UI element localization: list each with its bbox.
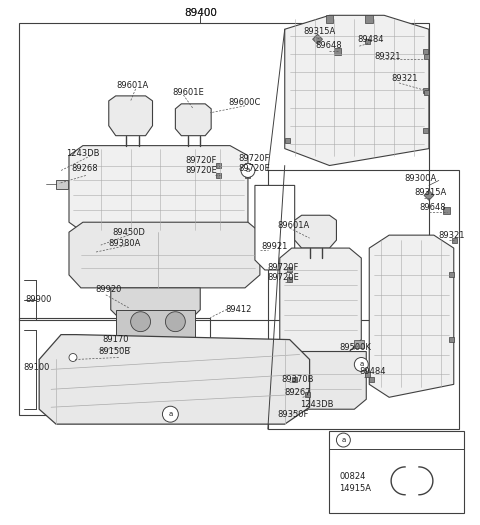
Text: 89100: 89100 [23, 363, 49, 372]
Text: 89484: 89484 [360, 367, 386, 376]
Polygon shape [369, 235, 454, 397]
Text: 89720E: 89720E [268, 274, 300, 282]
Text: 1243DB: 1243DB [66, 149, 99, 158]
Bar [305, 392, 310, 397]
Bar [287, 267, 292, 272]
Bar [444, 207, 450, 214]
Text: 89315A: 89315A [304, 27, 336, 36]
Text: 89450D: 89450D [113, 228, 145, 237]
Polygon shape [295, 215, 336, 248]
Bar [56, 181, 68, 190]
Text: 89648: 89648 [419, 203, 445, 212]
Polygon shape [111, 288, 200, 320]
Polygon shape [278, 352, 366, 409]
Bar [423, 128, 429, 133]
Text: 89350F: 89350F [278, 410, 309, 419]
Text: 89921: 89921 [262, 242, 288, 250]
Text: 89601E: 89601E [172, 88, 204, 98]
Text: 00824: 00824 [339, 472, 366, 481]
Bar [369, 377, 374, 382]
Text: 89380A: 89380A [109, 238, 141, 248]
Text: 89601A: 89601A [117, 81, 149, 90]
Bar [285, 138, 290, 143]
Circle shape [336, 433, 350, 447]
Text: 89170: 89170 [103, 335, 129, 344]
Bar [216, 173, 221, 178]
Text: 89484: 89484 [357, 35, 384, 44]
Bar [365, 39, 370, 44]
Bar [245, 173, 251, 178]
Text: 89321: 89321 [391, 75, 418, 83]
Polygon shape [69, 222, 260, 288]
Bar [292, 377, 297, 382]
Text: 89900: 89900 [25, 295, 52, 304]
Text: a: a [168, 411, 172, 417]
Bar [424, 54, 430, 59]
Text: 89150B: 89150B [99, 347, 131, 356]
Text: 89601A: 89601A [278, 220, 310, 230]
Bar [19, 23, 429, 320]
Polygon shape [39, 334, 310, 424]
Text: 89400: 89400 [184, 8, 216, 18]
Polygon shape [175, 104, 211, 135]
Text: 89920: 89920 [96, 286, 122, 295]
Bar [216, 163, 221, 168]
Polygon shape [280, 248, 361, 352]
Text: 89321: 89321 [374, 51, 401, 60]
Bar [365, 15, 373, 23]
Bar [19, 318, 210, 415]
Bar [365, 372, 370, 377]
Text: 89720E: 89720E [185, 166, 217, 175]
Text: 89400: 89400 [184, 8, 216, 18]
Polygon shape [312, 34, 323, 44]
Text: 14915A: 14915A [339, 484, 372, 493]
Bar [423, 88, 429, 93]
Text: 89300A: 89300A [404, 174, 436, 183]
Polygon shape [109, 96, 153, 135]
Circle shape [354, 358, 368, 371]
Text: 89412: 89412 [225, 305, 252, 314]
Bar [354, 340, 364, 348]
Circle shape [162, 406, 179, 422]
Bar [287, 277, 292, 282]
Text: 89720F: 89720F [185, 156, 216, 165]
Polygon shape [255, 185, 295, 270]
Circle shape [69, 353, 77, 362]
Text: 89268: 89268 [71, 164, 97, 173]
Text: 89600C: 89600C [228, 98, 261, 107]
Polygon shape [69, 145, 248, 232]
Bar [449, 272, 454, 277]
Polygon shape [424, 191, 434, 201]
Bar [423, 49, 429, 54]
Bar [452, 238, 457, 243]
Circle shape [241, 163, 255, 177]
Text: 89267: 89267 [285, 388, 312, 397]
Text: 89720F: 89720F [268, 264, 299, 272]
Bar [424, 90, 430, 96]
Text: 89648: 89648 [315, 40, 342, 50]
Bar [245, 163, 251, 168]
Bar [325, 15, 334, 23]
Text: 89720E: 89720E [238, 164, 270, 173]
Text: 89500K: 89500K [339, 343, 372, 352]
Circle shape [131, 312, 151, 332]
Text: 89321: 89321 [439, 230, 465, 239]
Text: 89720F: 89720F [238, 154, 269, 163]
Bar [116, 310, 195, 338]
Text: 89370B: 89370B [282, 375, 314, 384]
Bar [268, 171, 459, 429]
Text: 89315A: 89315A [414, 188, 446, 197]
Text: a: a [359, 361, 363, 368]
Text: 1243DB: 1243DB [300, 400, 333, 409]
Text: a: a [246, 167, 250, 173]
Bar [334, 48, 341, 55]
Text: a: a [341, 437, 346, 443]
Circle shape [166, 312, 185, 332]
Bar [449, 337, 454, 342]
Polygon shape [285, 15, 429, 165]
Bar [329, 431, 464, 513]
